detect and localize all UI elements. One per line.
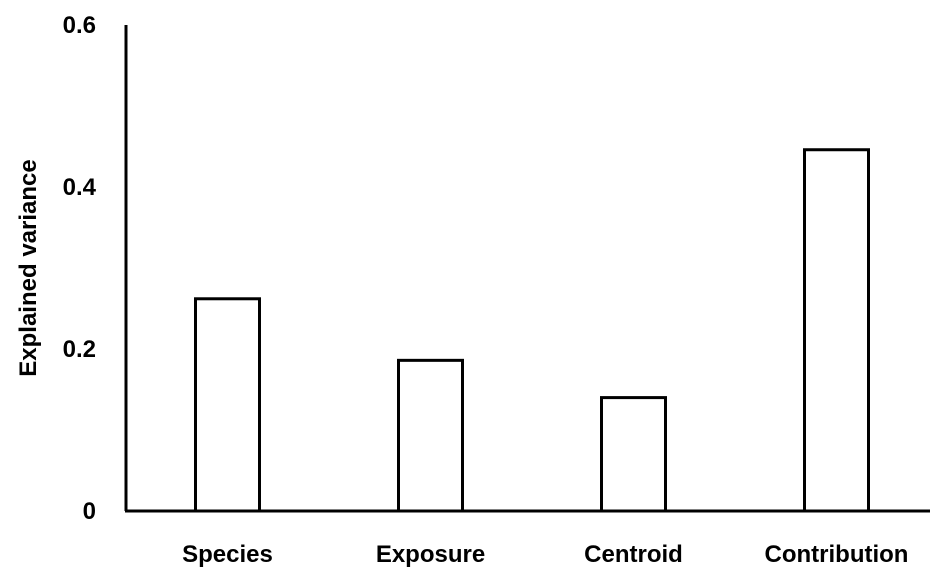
y-tick-label: 0 — [83, 498, 96, 525]
y-tick-label: 0.6 — [63, 12, 96, 39]
bar-species — [194, 297, 261, 513]
bars-layer — [194, 148, 870, 513]
x-tick-label-species: Species — [182, 541, 273, 568]
x-tick-label-centroid: Centroid — [584, 541, 683, 568]
y-tick-label: 0.2 — [63, 336, 96, 363]
x-tick-label-contribution: Contribution — [765, 541, 909, 568]
x-tick-label-exposure: Exposure — [376, 541, 485, 568]
y-tick-labels: 0 0.2 0.4 0.6 — [63, 12, 97, 525]
axes-layer — [124, 25, 930, 513]
bar-exposure — [397, 358, 464, 513]
bar-centroid — [600, 396, 667, 513]
bar-contribution — [803, 148, 870, 513]
y-axis-title: Explained variance — [15, 159, 42, 376]
y-tick-label: 0.4 — [63, 174, 97, 201]
x-category-labels: Species Exposure Centroid Contribution — [182, 541, 908, 568]
